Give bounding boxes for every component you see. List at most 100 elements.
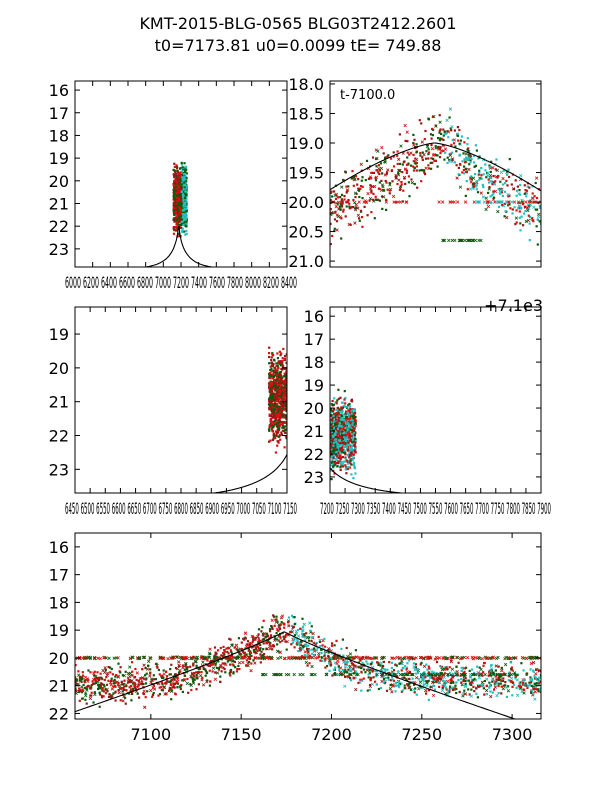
data-point <box>147 659 151 664</box>
data-point <box>518 687 521 690</box>
data-point <box>454 684 457 687</box>
data-point <box>422 169 425 172</box>
data-point <box>448 153 453 158</box>
data-point <box>390 666 393 669</box>
data-point <box>484 163 487 166</box>
data-point <box>350 409 353 412</box>
data-point <box>340 440 343 443</box>
data-point <box>340 464 343 467</box>
data-point <box>378 172 381 176</box>
data-point <box>253 661 257 665</box>
data-point <box>343 451 346 454</box>
data-point <box>392 151 395 154</box>
data-point <box>103 666 107 670</box>
data-point <box>179 226 182 229</box>
data-point <box>377 171 380 174</box>
data-point <box>85 702 88 705</box>
data-point <box>334 666 337 669</box>
data-point <box>174 218 178 221</box>
data-point <box>184 198 187 201</box>
data-point <box>351 436 354 439</box>
data-point <box>401 689 404 692</box>
data-point <box>444 686 447 689</box>
data-point <box>209 652 212 656</box>
data-point <box>330 478 333 481</box>
data-point <box>295 632 298 635</box>
data-point <box>285 373 287 376</box>
data-point <box>186 677 189 681</box>
data-point <box>439 149 444 153</box>
data-point <box>480 672 483 676</box>
data-point <box>259 647 262 650</box>
data-point <box>353 419 356 422</box>
y-tick-label: 19 <box>304 376 324 395</box>
data-point <box>269 365 272 368</box>
data-point <box>325 665 329 668</box>
data-point <box>412 133 415 136</box>
data-point <box>214 662 217 665</box>
data-point <box>394 175 397 178</box>
data-point <box>346 418 349 421</box>
data-point <box>349 444 352 447</box>
data-point <box>464 680 467 683</box>
data-point <box>373 217 376 220</box>
data-point <box>481 183 484 186</box>
data-point <box>467 147 470 150</box>
data-point <box>293 623 296 626</box>
data-point <box>414 666 417 669</box>
data-point <box>491 180 494 183</box>
data-point <box>160 675 163 678</box>
data-point <box>530 677 533 680</box>
data-point <box>344 420 347 423</box>
data-point <box>330 208 332 211</box>
data-point <box>84 693 88 698</box>
data-point <box>181 179 184 182</box>
data-point <box>269 641 272 644</box>
data-point <box>269 387 272 391</box>
data-point <box>324 657 327 660</box>
data-point <box>344 453 347 456</box>
data-point <box>443 132 446 136</box>
data-point <box>271 423 274 426</box>
data-point <box>174 186 178 189</box>
data-point <box>283 379 286 382</box>
data-point <box>123 685 126 688</box>
data-point <box>452 686 455 689</box>
data-point <box>287 624 290 627</box>
data-point <box>284 421 287 424</box>
data-point <box>130 685 133 688</box>
data-point <box>415 162 418 165</box>
data-point <box>308 636 311 639</box>
data-point <box>268 384 271 387</box>
data-point <box>516 200 521 204</box>
data-point <box>382 681 385 684</box>
data-point <box>488 173 493 178</box>
data-point <box>340 205 344 208</box>
data-point <box>406 140 409 143</box>
data-point <box>339 462 342 465</box>
data-point <box>84 698 87 701</box>
data-point <box>423 138 426 141</box>
data-point <box>279 410 282 413</box>
data-point <box>121 699 125 703</box>
y-tick-label: 21 <box>49 194 69 213</box>
data-point <box>536 218 539 221</box>
data-point <box>296 638 299 641</box>
data-point <box>354 196 357 199</box>
data-point <box>274 451 277 454</box>
data-point <box>347 404 350 407</box>
data-point <box>279 354 282 357</box>
data-point <box>338 454 342 458</box>
data-point <box>280 364 283 367</box>
data-point <box>99 672 102 675</box>
data-point <box>180 229 184 232</box>
data-point <box>213 646 217 649</box>
data-point <box>331 443 334 446</box>
data-point <box>330 435 334 438</box>
data-point <box>233 660 236 663</box>
data-point <box>142 677 145 680</box>
data-point <box>378 187 381 191</box>
data-point <box>341 441 344 444</box>
data-point <box>339 442 342 445</box>
data-point <box>279 405 282 408</box>
